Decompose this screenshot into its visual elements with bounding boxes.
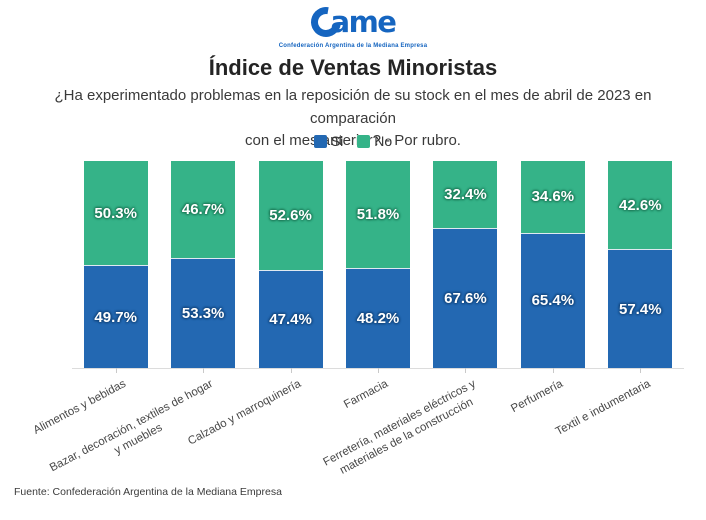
source-note: Fuente: Confederación Argentina de la Me… xyxy=(14,486,282,498)
segment-si: 47.4% xyxy=(258,269,323,368)
segment-si: 49.7% xyxy=(83,265,148,368)
value-label-no: 46.7% xyxy=(181,200,225,218)
value-label-no: 42.6% xyxy=(619,196,662,214)
category-label: Textil e indumentaria xyxy=(553,377,653,439)
category-label: Perfumería xyxy=(509,377,565,416)
bar-6: 34.6% 65.4% xyxy=(520,161,585,368)
segment-no: 42.6% xyxy=(608,161,673,250)
x-axis-line xyxy=(72,368,684,369)
segment-si: 57.4% xyxy=(608,249,673,368)
bar-2: 46.7% 53.3% xyxy=(171,161,236,368)
segment-no: 34.6% xyxy=(520,161,585,233)
value-label-no: 51.8% xyxy=(356,206,400,224)
value-label-no: 34.6% xyxy=(531,188,575,206)
bar-1: 50.3% 49.7% xyxy=(83,161,148,368)
value-label-no: 32.4% xyxy=(444,186,487,204)
legend-item-no: No xyxy=(357,133,392,149)
category-label: Bazar, decoración, textiles de hogar y m… xyxy=(48,377,216,475)
category-label: Farmacia xyxy=(342,377,391,411)
value-label-si: 47.4% xyxy=(269,310,312,328)
segment-no: 32.4% xyxy=(433,161,498,229)
segment-si: 65.4% xyxy=(520,232,585,368)
value-label-si: 53.3% xyxy=(181,304,225,322)
value-label-si: 67.6% xyxy=(444,290,487,308)
value-label-si: 65.4% xyxy=(531,292,575,310)
segment-si: 48.2% xyxy=(346,268,410,368)
came-logo: ame Confederación Argentina de la Median… xyxy=(0,1,706,49)
bar-4: 51.8% 48.2% xyxy=(346,161,410,368)
value-label-si: 48.2% xyxy=(356,310,400,328)
page-title: Índice de Ventas Minoristas xyxy=(208,55,498,80)
chart-legend: Si No xyxy=(0,133,706,149)
chart-subtitle: ¿Ha experimentado problemas en la reposi… xyxy=(54,87,652,149)
segment-no: 51.8% xyxy=(346,161,410,269)
category-label: Ferretería, materiales eléctricos y mate… xyxy=(321,377,478,477)
segment-si: 53.3% xyxy=(171,257,236,368)
legend-label-no: No xyxy=(374,133,393,149)
value-label-no: 52.6% xyxy=(269,206,312,224)
bar-7: 42.6% 57.4% xyxy=(608,161,673,368)
legend-item-si: Si xyxy=(313,133,344,149)
value-label-si: 57.4% xyxy=(619,300,662,318)
logo-tagline: Confederación Argentina de la Mediana Em… xyxy=(278,43,428,49)
logo-brand-text: ame xyxy=(330,5,397,39)
value-label-no: 50.3% xyxy=(94,204,137,222)
si-color-swatch xyxy=(313,134,327,148)
value-label-si: 49.7% xyxy=(94,308,137,326)
stacked-bar-plot: 50.3% 49.7% 46.7% 53.3% 52.6% 47.4% 51.8% 48.2%… xyxy=(72,161,684,368)
segment-no: 46.7% xyxy=(171,161,236,258)
segment-si: 67.6% xyxy=(433,228,498,368)
bar-5: 32.4% 67.6% xyxy=(433,161,498,368)
category-label: Calzado y marroquinería xyxy=(185,377,303,448)
no-color-swatch xyxy=(357,134,371,148)
legend-label-si: Si xyxy=(330,133,344,149)
category-label: Alimentos y bebidas xyxy=(31,377,128,437)
segment-no: 52.6% xyxy=(258,161,323,270)
segment-no: 50.3% xyxy=(83,161,148,266)
bar-3: 52.6% 47.4% xyxy=(258,161,323,368)
